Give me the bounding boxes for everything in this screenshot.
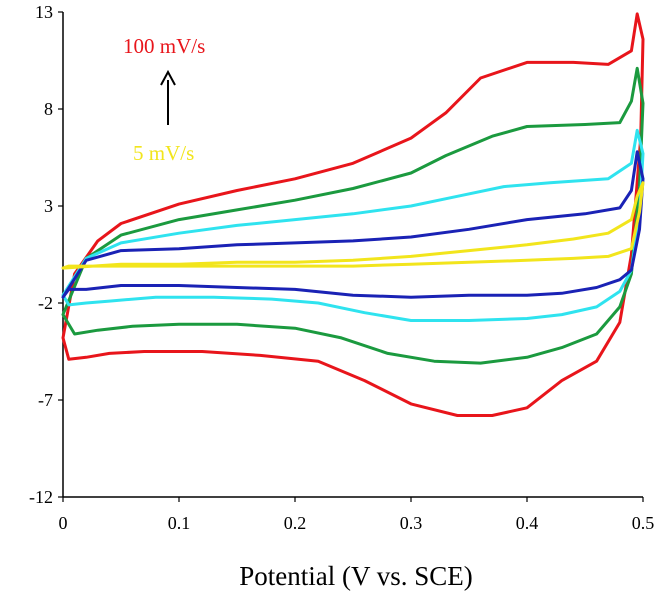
arrow-up-icon xyxy=(160,69,176,86)
annotations: 100 mV/s 5 mV/s xyxy=(123,34,205,165)
x-tick-label: 0.1 xyxy=(168,513,191,533)
cv-curve-5 xyxy=(61,181,645,270)
x-axis-title: Potential (V vs. SCE) xyxy=(239,561,473,591)
axes: 13 8 3 -2 -7 -12 0 0.1 0.2 0.3 0.4 0.5 xyxy=(29,2,654,533)
x-tick-label: 0 xyxy=(59,513,68,533)
annotation-bottom-label: 5 mV/s xyxy=(133,141,194,165)
series-layer xyxy=(61,12,645,417)
x-tick-label: 0.2 xyxy=(284,513,307,533)
x-tick-label: 0.5 xyxy=(632,513,655,533)
y-tick-label: -2 xyxy=(38,293,53,313)
cv-curve-2 xyxy=(61,66,645,365)
annotation-top-label: 100 mV/s xyxy=(123,34,205,58)
y-tick-label: -12 xyxy=(29,487,53,507)
cv-curve-4 xyxy=(61,150,645,299)
x-tick-label: 0.3 xyxy=(400,513,423,533)
y-tick-label: 3 xyxy=(44,196,53,216)
x-tick-label: 0.4 xyxy=(516,513,539,533)
y-tick-label: 13 xyxy=(35,2,53,22)
y-tick-label: 8 xyxy=(44,99,53,119)
y-tick-label: -7 xyxy=(38,390,53,410)
